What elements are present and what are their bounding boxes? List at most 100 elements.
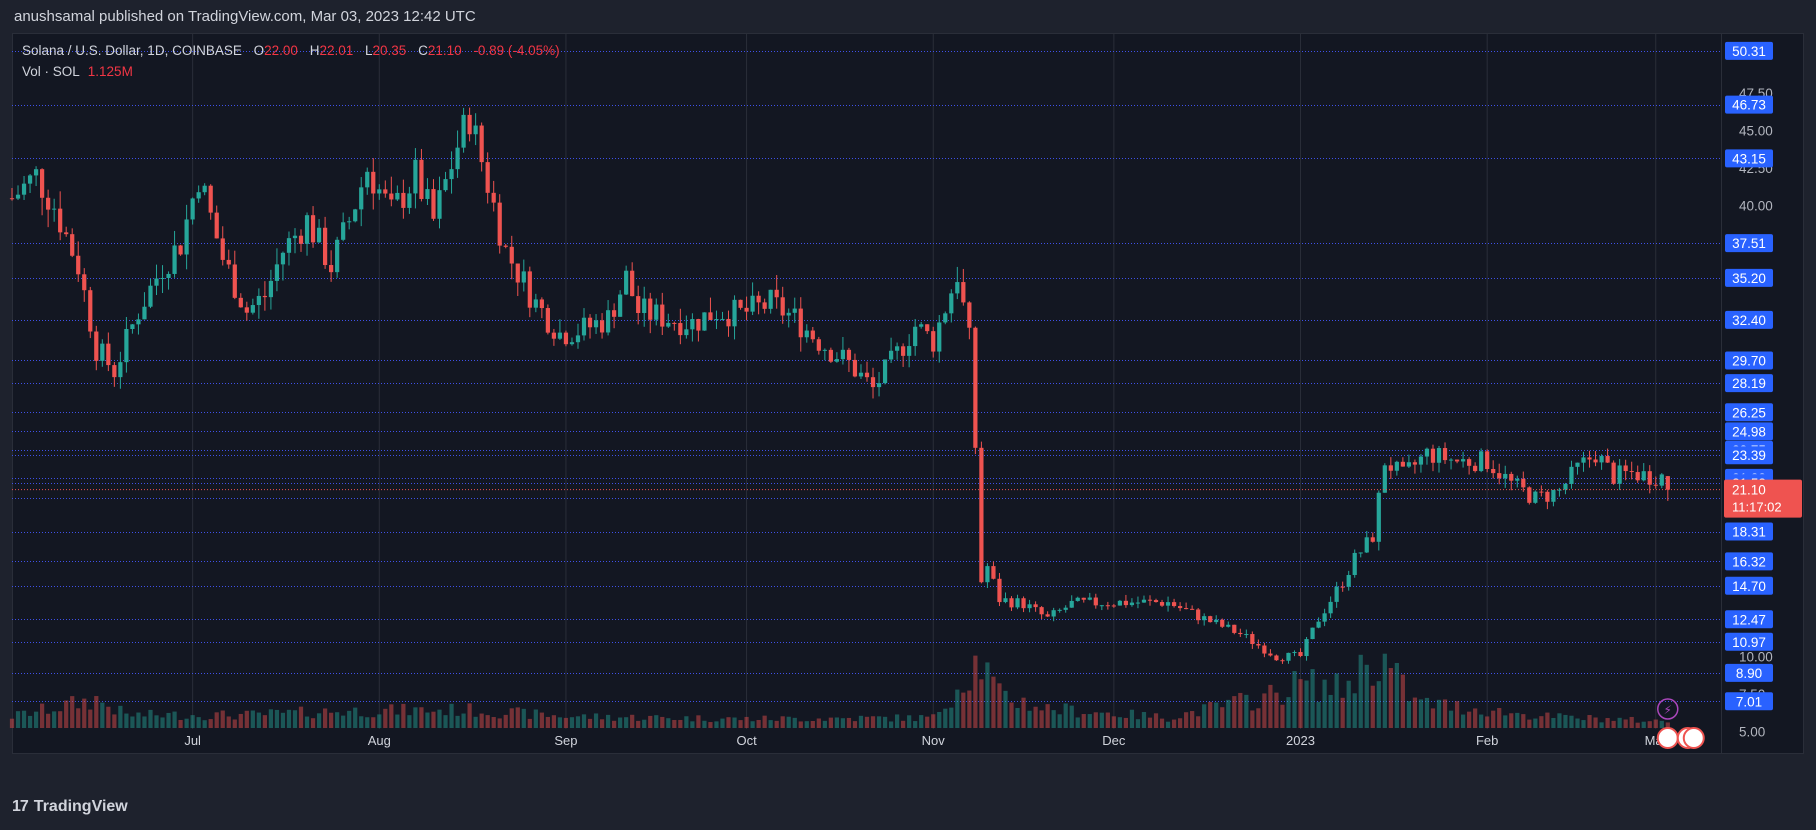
price-level-tag	[1725, 692, 1773, 711]
volume-bar	[1659, 720, 1664, 728]
volume-bar	[690, 721, 695, 728]
candle-body	[166, 273, 171, 278]
volume-bar	[533, 709, 538, 728]
volume-bar	[678, 719, 683, 728]
price-level-value: 43.15	[1732, 151, 1766, 166]
candle-body	[1406, 462, 1412, 467]
price-level-value: 12.47	[1732, 612, 1766, 627]
candle-body	[1021, 598, 1026, 609]
candle-body	[1575, 462, 1580, 467]
volume-bar	[973, 655, 978, 728]
price-level-value: 10.97	[1732, 635, 1766, 650]
volume-bar	[274, 709, 280, 728]
price-level-tag	[1725, 268, 1773, 287]
candle-body	[1605, 456, 1610, 463]
y-tick-label: 40.00	[1739, 199, 1773, 214]
volume-bar	[618, 717, 623, 728]
volume-bar	[545, 716, 550, 728]
candle-body	[377, 189, 382, 194]
candle-body	[292, 235, 298, 239]
volume-bar	[208, 719, 213, 728]
price-level-value: 8.90	[1736, 666, 1762, 681]
volume-bar	[335, 712, 340, 728]
volume-bar	[184, 718, 189, 728]
volume-bar	[407, 715, 412, 728]
price-level-tag	[1725, 446, 1773, 465]
volume-bar	[1135, 719, 1141, 728]
candle-body	[1581, 457, 1586, 463]
volume-bar	[1250, 710, 1255, 728]
volume-bar	[919, 715, 924, 728]
candle-body	[1268, 653, 1273, 656]
volume-bar	[774, 720, 779, 728]
volume-bar	[840, 718, 846, 728]
volume-bar	[798, 721, 803, 728]
volume-bar	[593, 713, 599, 728]
candle-body	[1105, 605, 1110, 607]
candle-body	[1280, 660, 1285, 662]
volume-bar	[1442, 699, 1448, 728]
volume-bar	[828, 717, 833, 728]
candle-body	[1220, 619, 1225, 627]
price-level-tag	[1725, 663, 1773, 682]
candle-body	[178, 245, 183, 255]
candle-body	[1521, 478, 1526, 488]
candle-body	[407, 193, 412, 208]
brand-footer[interactable]: 17 TradingView	[12, 798, 128, 816]
volume-bar	[142, 716, 147, 728]
x-tick-label: Dec	[1102, 733, 1126, 748]
candle-body	[1322, 613, 1327, 622]
volume-bar	[1141, 712, 1147, 728]
publisher-line: anushsamal published on TradingView.com,…	[14, 8, 476, 25]
candle-body	[1196, 609, 1201, 621]
volume-bar	[1376, 681, 1381, 728]
price-level-value: 32.40	[1732, 313, 1766, 328]
candle-body	[1117, 600, 1122, 606]
candle-body	[160, 277, 165, 279]
volume-bar	[744, 716, 749, 728]
volume-bar	[130, 716, 135, 728]
candle-body	[1370, 537, 1375, 542]
candle-body	[545, 308, 550, 333]
candle-body	[1250, 634, 1255, 645]
volume-bar	[329, 712, 334, 728]
volume-bar	[1202, 704, 1207, 728]
candle-body	[1063, 607, 1068, 610]
volume-bar	[913, 721, 918, 728]
low-value: 20.35	[372, 43, 407, 58]
volume-bar	[822, 720, 827, 728]
volume-bar	[1503, 715, 1508, 728]
volume-bar	[605, 714, 611, 728]
candle-body	[509, 246, 514, 264]
candle-body	[485, 162, 490, 193]
candle-body	[702, 312, 707, 331]
candle-body	[286, 238, 292, 253]
volume-bar	[521, 708, 526, 728]
candle-body	[714, 319, 719, 321]
candle-body	[894, 346, 900, 351]
volume-bar	[1551, 717, 1556, 728]
chart-pane[interactable]	[12, 33, 1722, 754]
volume-bar	[106, 706, 111, 728]
candle-body	[732, 299, 737, 327]
volume-bar	[1322, 679, 1327, 728]
volume-bar	[70, 696, 75, 728]
volume-bar	[1382, 653, 1387, 728]
volume-bar	[901, 720, 906, 728]
candle-body	[244, 307, 249, 313]
volume-bar	[1153, 713, 1159, 728]
candle-body	[636, 296, 641, 314]
candle-body	[672, 322, 677, 324]
candle-body	[46, 197, 51, 210]
candle-body	[1346, 575, 1351, 587]
candle-body	[738, 299, 743, 308]
volume-bar	[365, 717, 370, 728]
price-level-tag	[1725, 610, 1773, 629]
candle-body	[991, 566, 996, 579]
volume-bar	[371, 717, 376, 728]
volume-bar	[419, 707, 424, 728]
volume-bar	[136, 712, 141, 728]
volume-bar	[642, 719, 647, 728]
price-level-tag	[1725, 374, 1773, 393]
